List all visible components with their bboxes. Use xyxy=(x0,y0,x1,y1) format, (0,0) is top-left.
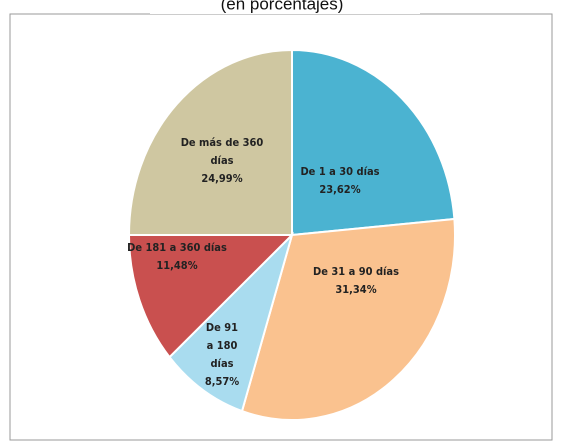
slice-value-label: 8,57% xyxy=(205,375,239,388)
slice-label: De 1 a 30 días 23,62% xyxy=(300,165,379,196)
slice-value-label: 11,48% xyxy=(156,259,197,272)
slice-value-label: 31,34% xyxy=(335,283,376,296)
pie-slice xyxy=(127,48,293,237)
slice-name: De más de 360 días xyxy=(181,136,264,167)
slice-label: De más de 360 días 24,99% xyxy=(181,136,264,185)
slice-name: De 31 a 90 días xyxy=(313,265,399,278)
pie-slice xyxy=(291,48,456,237)
slice-value-label: 24,99% xyxy=(201,172,242,185)
slice-label: De 181 a 360 días 11,48% xyxy=(127,241,227,272)
slice-label: De 91 a 180 días 8,57% xyxy=(205,321,239,388)
pie-slice xyxy=(240,217,456,421)
pie-slice xyxy=(168,231,295,413)
title-backdrop xyxy=(150,0,420,14)
slice-value-label: 23,62% xyxy=(319,183,360,196)
slice-name: De 1 a 30 días xyxy=(300,165,379,178)
slice-name: De 91 a 180 días xyxy=(206,321,238,370)
slice-label: De 31 a 90 días 31,34% xyxy=(313,265,399,296)
chart-subtitle: (en porcentajes) xyxy=(221,0,344,13)
slice-name: De 181 a 360 días xyxy=(127,241,227,254)
pie-slice xyxy=(127,233,295,359)
